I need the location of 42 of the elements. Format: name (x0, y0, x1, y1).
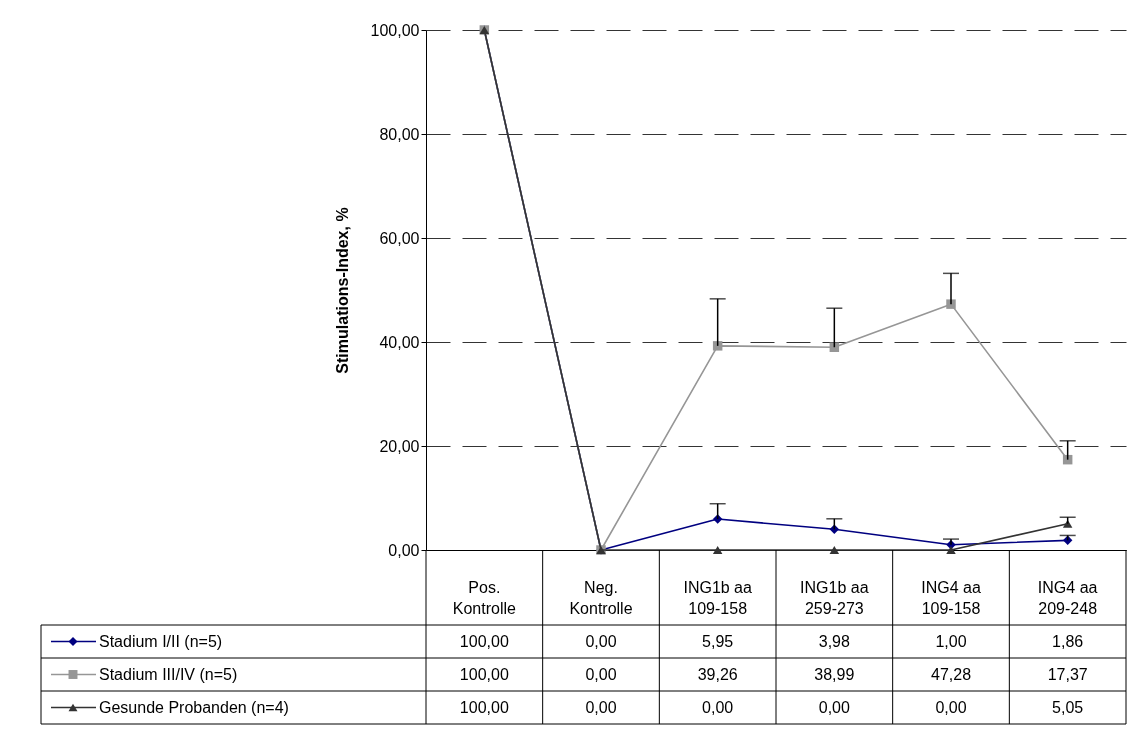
legend-label: Stadium I/II (n=5) (99, 632, 223, 650)
point (829, 524, 840, 535)
data-label: 5,95 (702, 632, 734, 650)
y-tick-label: 40,00 (379, 333, 420, 351)
point (1062, 519, 1073, 528)
data-label: 0,00 (585, 632, 617, 650)
data-label: 0,00 (818, 698, 851, 716)
data-label: 47,28 (930, 665, 972, 683)
y-tick-label: 100,00 (370, 21, 420, 39)
data-label: 17,37 (1047, 665, 1088, 683)
data-label: 100,00 (459, 698, 509, 716)
y-tick-label: 80,00 (379, 125, 420, 143)
data-label: 100,00 (459, 632, 509, 650)
data-label: 38,99 (814, 665, 855, 683)
data-label: 1,00 (935, 632, 967, 650)
data-label: 1,86 (1052, 632, 1084, 650)
y-axis-title: Stimulations-Index, % (333, 207, 351, 374)
y-tick-label: 20,00 (379, 437, 420, 455)
point (1062, 535, 1073, 546)
data-label: 3,98 (818, 632, 851, 650)
data-label: 0,00 (935, 698, 967, 716)
data-label: 100,00 (459, 665, 509, 683)
point (829, 545, 840, 555)
data-label: 0,00 (585, 665, 617, 683)
point (712, 341, 723, 351)
y-tick-label: 0,00 (388, 541, 420, 559)
point (712, 545, 723, 555)
x-tick-label: Neg. Kontrolle (569, 578, 633, 617)
x-tick-label: ING1b aa 109-158 (683, 578, 753, 617)
point (712, 514, 723, 524)
legend-label: Stadium III/IV (n=5) (99, 665, 238, 683)
x-tick-label: ING1b aa 259-273 (800, 578, 869, 617)
data-label: 5,05 (1052, 698, 1084, 716)
x-tick-label: ING4 aa 109-158 (921, 578, 981, 617)
data-label: 39,26 (697, 665, 738, 683)
x-tick-label: Pos. Kontrolle (452, 578, 517, 617)
y-tick-label: 60,00 (379, 229, 420, 247)
data-label: 0,00 (585, 698, 617, 716)
data-label: 0,00 (702, 698, 734, 716)
point (946, 545, 956, 555)
x-tick-label: ING4 aa 209-248 (1037, 578, 1098, 617)
legend-label: Gesunde Probanden (n=4) (99, 698, 289, 716)
